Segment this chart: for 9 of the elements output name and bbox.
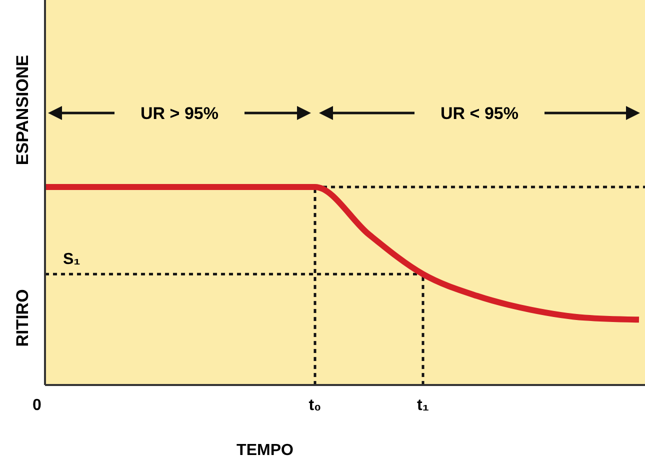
x-tick-label: t₁ (417, 397, 430, 414)
ref-line-label: S₁ (63, 251, 81, 268)
x-axis-title: TEMPO (236, 442, 294, 459)
text: ESPANSIONE (13, 54, 32, 166)
text: UR < 95% (440, 104, 518, 123)
x-tick-label: 0 (32, 397, 42, 414)
text: UR > 95% (140, 104, 218, 123)
x-tick-label: t₀ (308, 397, 322, 414)
text: RITIRO (13, 289, 32, 347)
